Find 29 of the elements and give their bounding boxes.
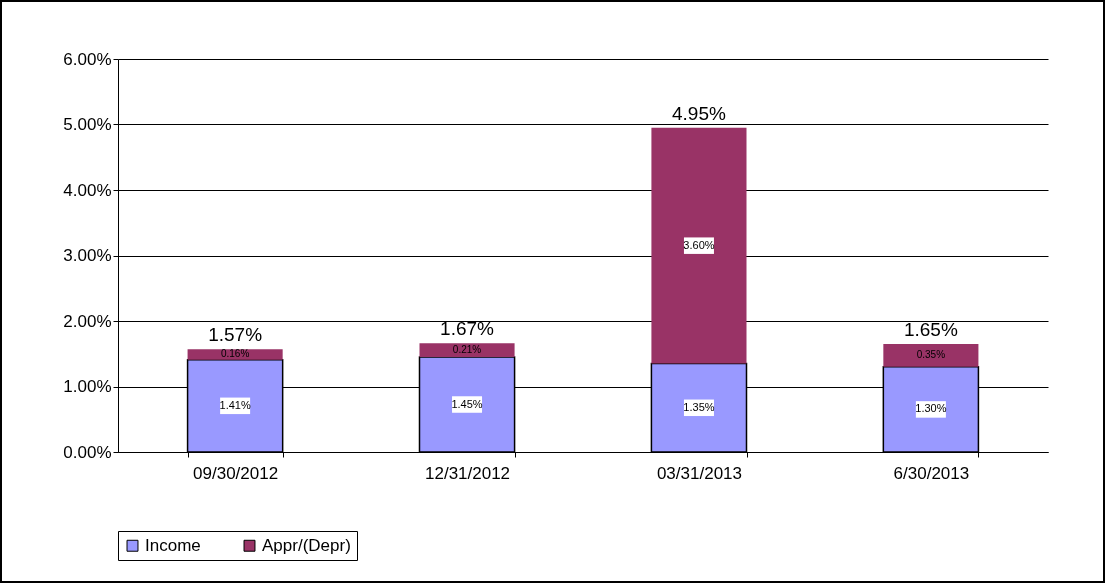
y-tick-label: 5.00% [63,115,112,134]
x-tick-label: 03/31/2013 [656,463,743,483]
y-tick-label: 6.00% [63,49,112,69]
data-label: 0.35% [916,349,946,361]
total-label: 1.65% [903,318,958,340]
total-label: 1.57% [208,324,263,346]
legend-label: Income [145,535,201,555]
total-label: 1.67% [440,318,495,340]
bar [187,349,283,360]
bar [419,343,515,358]
y-tick-label: 4.00% [63,180,112,200]
bar [883,343,979,367]
x-tick-label: 12/31/2012 [424,463,511,483]
x-tick-label: 6/30/2013 [893,463,970,483]
data-label: 0.21% [452,344,482,356]
data-label: 0.16% [220,348,250,360]
data-label: 1.30% [915,402,947,415]
legend-label: Appr/(Depr) [262,535,351,555]
x-tick-label: 09/30/2012 [193,463,279,483]
total-label: 4.95% [672,102,726,124]
y-tick-label: 0.00% [63,442,112,462]
data-label: 3.60% [683,238,715,251]
y-tick-label: 1.00% [63,377,112,396]
data-label: 1.35% [683,400,715,413]
data-label: 1.45% [451,397,483,410]
y-tick-label: 2.00% [63,311,112,331]
data-label: 1.41% [219,398,251,411]
y-tick-label: 3.00% [63,246,112,265]
bar [651,127,747,364]
